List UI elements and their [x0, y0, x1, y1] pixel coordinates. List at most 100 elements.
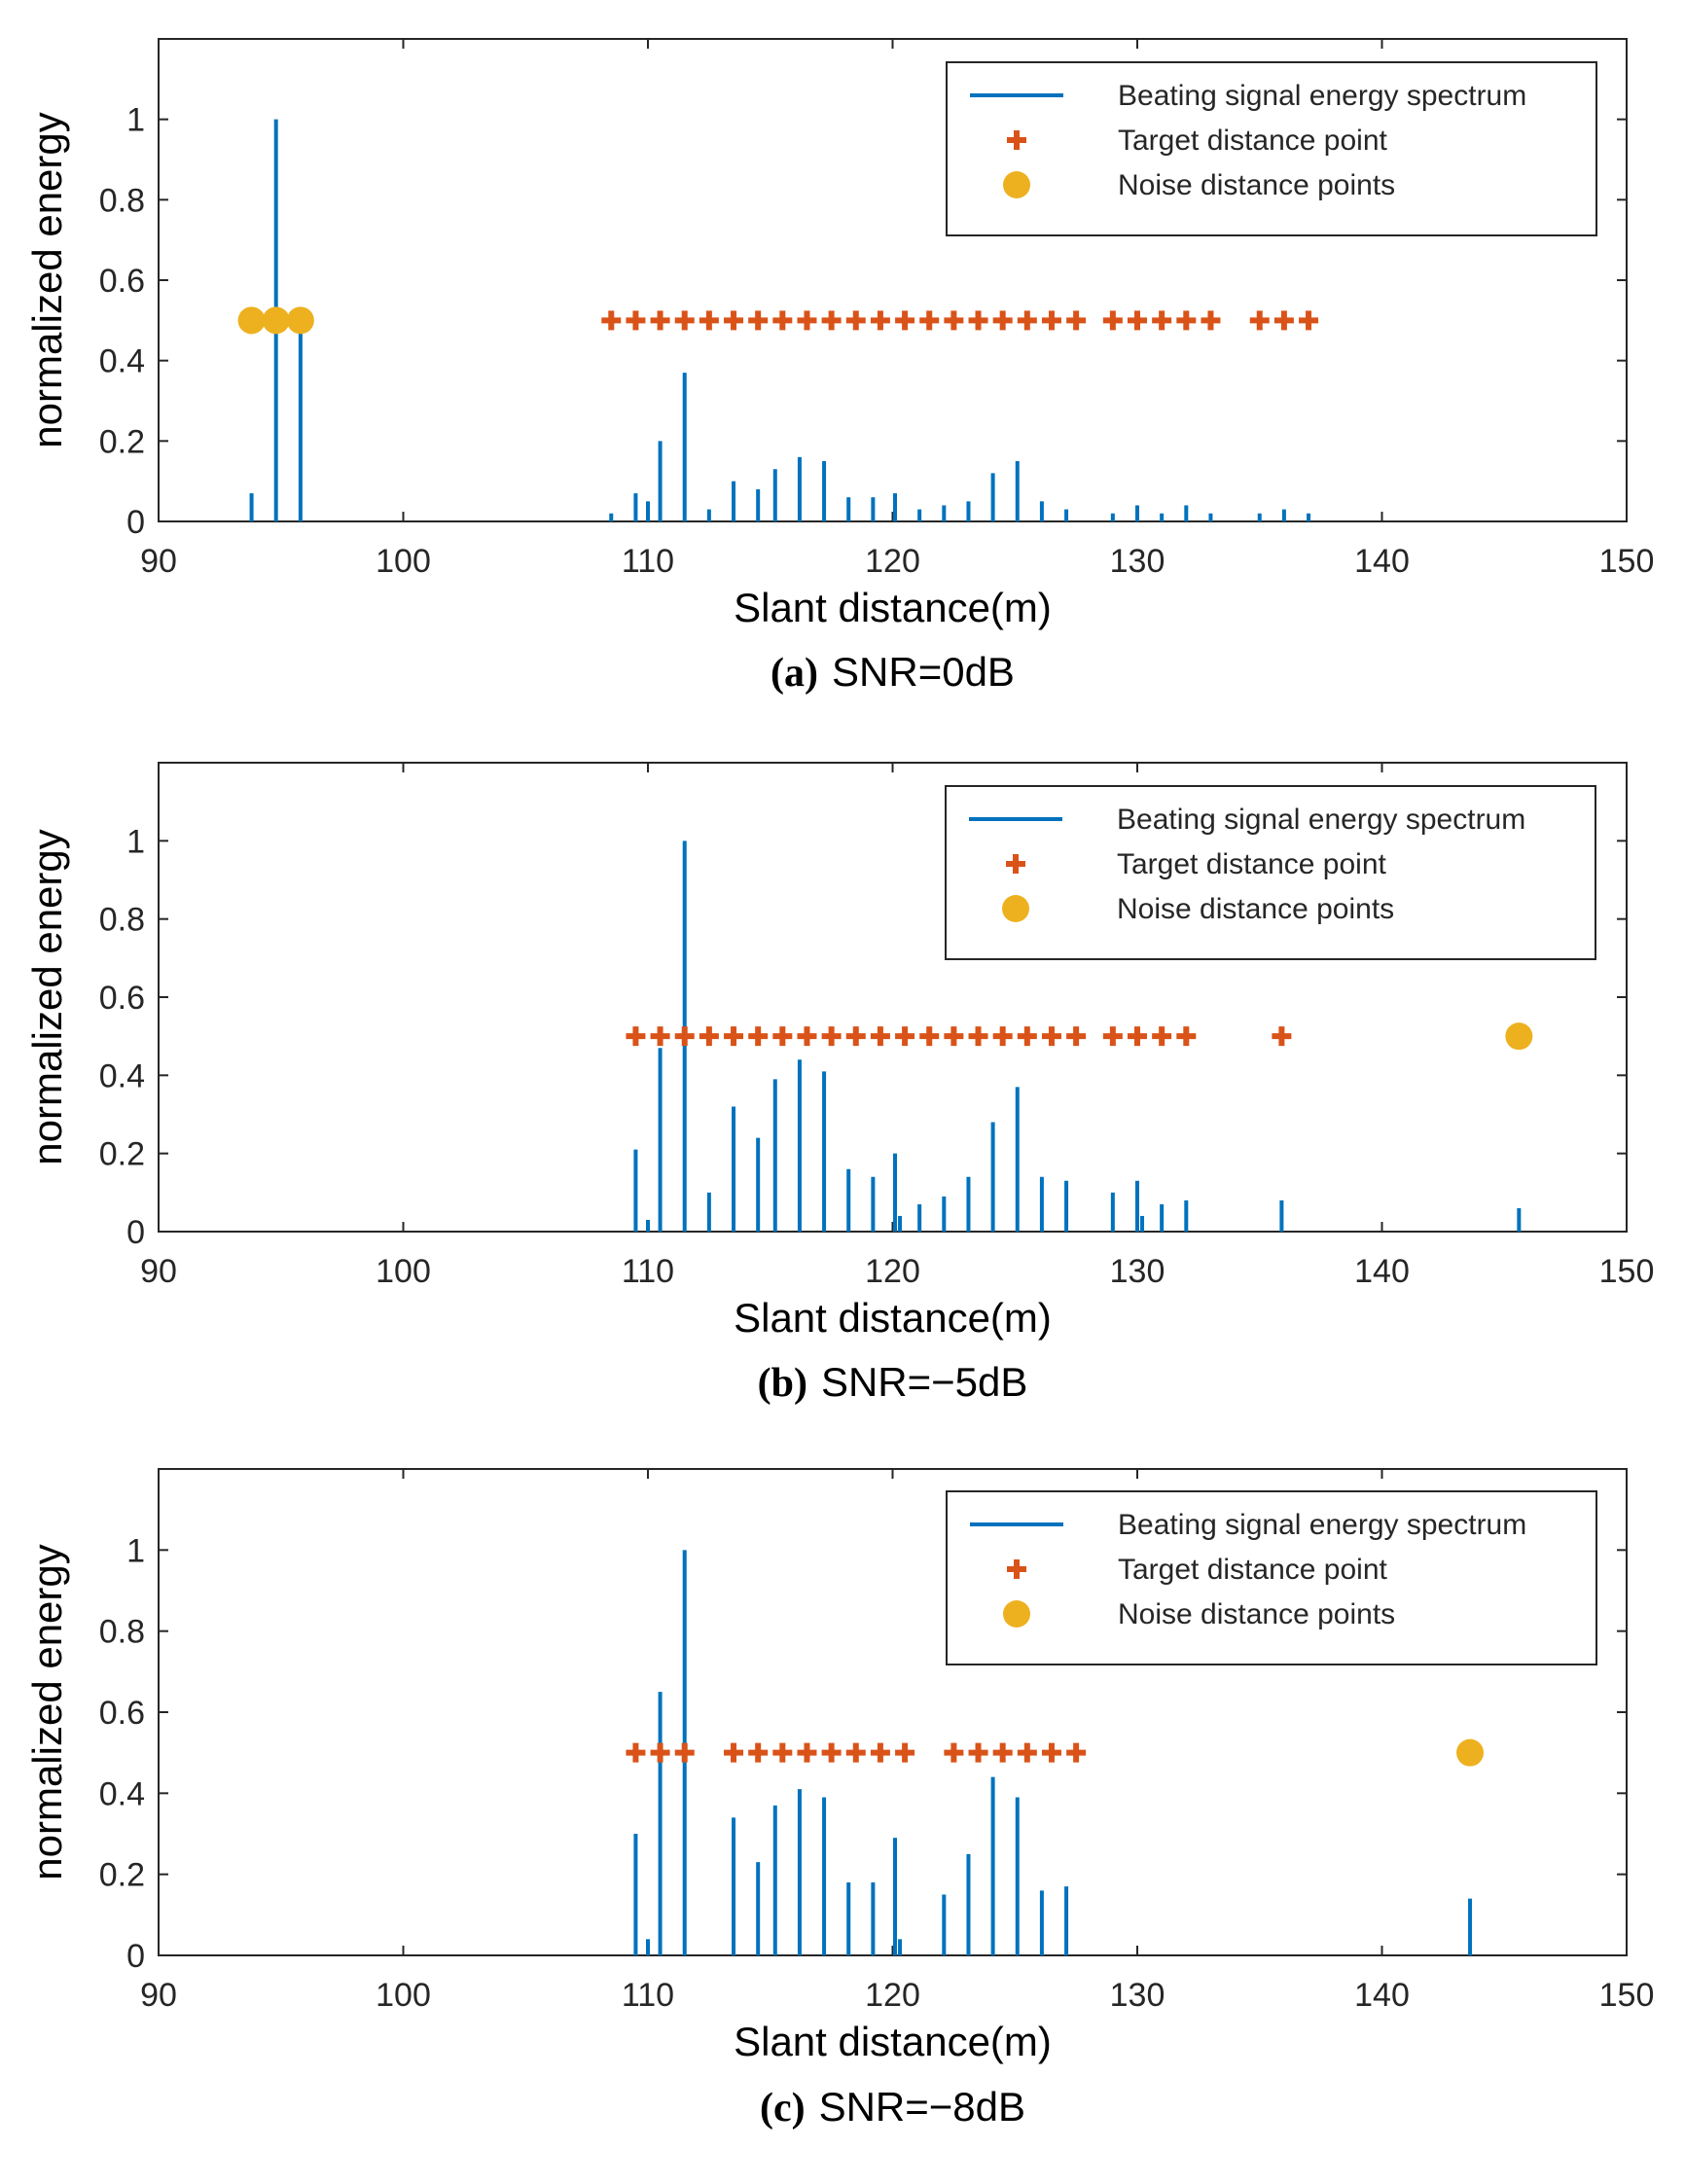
- target-point-marker: [650, 1742, 670, 1763]
- legend: Beating signal energy spectrum Target dis…: [945, 785, 1596, 960]
- target-point-marker: [870, 1026, 890, 1047]
- target-point-marker: [797, 1742, 817, 1763]
- x-tick-label: 130: [1110, 543, 1165, 580]
- target-point-marker: [797, 310, 817, 331]
- target-point-marker: [968, 1742, 988, 1763]
- x-tick-label: 100: [376, 543, 431, 580]
- legend-entry-2: Noise distance points: [1118, 169, 1395, 201]
- x-axis-label: Slant distance(m): [734, 1295, 1052, 1341]
- y-tick-label: 0.8: [99, 902, 145, 939]
- chart-panel-a: 90 100 110 120 130 140 150 0 0.2 0.4 0.6 0.8 1 Slant …: [24, 38, 1655, 696]
- target-point-marker: [650, 1026, 670, 1047]
- target-point-marker: [1176, 1026, 1197, 1047]
- target-point-marker: [1128, 1026, 1147, 1047]
- x-axis-label: Slant distance(m): [734, 2019, 1052, 2064]
- target-point-marker: [1152, 310, 1172, 331]
- legend-entry-1: Target distance point: [1118, 1554, 1388, 1586]
- target-point-marker: [1176, 310, 1197, 331]
- target-point-marker: [1102, 1026, 1123, 1047]
- y-tick-label: 0.8: [99, 1614, 145, 1651]
- target-point-marker: [674, 310, 695, 331]
- legend-target-marker: [1007, 1559, 1026, 1579]
- chart-panel-c: 90 100 110 120 130 140 150 0 0.2 0.4 0.6 0.8 1 Slant …: [24, 1468, 1654, 2130]
- x-tick-label: 100: [376, 1977, 431, 2014]
- legend-box: [946, 61, 1597, 236]
- legend-entry-0: Beating signal energy spectrum: [1117, 804, 1525, 836]
- target-point-marker: [1201, 310, 1221, 331]
- caption-text: SNR=−5dB: [821, 1359, 1027, 1405]
- x-tick-label: 140: [1354, 1977, 1410, 2014]
- y-axis-label: normalized energy: [24, 1544, 70, 1880]
- panel-caption: (b) SNR=−5dB: [758, 1359, 1028, 1406]
- target-point-marker: [772, 1742, 793, 1763]
- caption-text: SNR=0dB: [832, 649, 1015, 695]
- target-point-marker: [992, 310, 1013, 331]
- target-point-marker: [1299, 310, 1319, 331]
- target-point-marker: [895, 310, 915, 331]
- y-tick-label: 0.2: [99, 1857, 145, 1894]
- target-point-marker: [919, 1026, 940, 1047]
- target-point-marker: [845, 310, 866, 331]
- y-tick-label: 0.6: [99, 263, 145, 300]
- legend-noise-marker: [1003, 1600, 1030, 1628]
- legend-entry-0: Beating signal energy spectrum: [1118, 1509, 1526, 1541]
- legend-entry-0: Beating signal energy spectrum: [1118, 80, 1526, 112]
- legend-box: [946, 1490, 1597, 1665]
- x-tick-label: 150: [1599, 543, 1655, 580]
- target-point-marker: [992, 1026, 1013, 1047]
- legend: Beating signal energy spectrum Target dis…: [946, 61, 1597, 236]
- legend-noise-marker: [1003, 171, 1030, 198]
- target-point-marker: [797, 1026, 817, 1047]
- target-point-marker: [772, 310, 793, 331]
- target-point-marker: [845, 1026, 866, 1047]
- y-tick-label: 1: [126, 1532, 145, 1569]
- noise-point-marker: [237, 306, 266, 335]
- target-point-marker: [1152, 1026, 1172, 1047]
- target-point-marker: [1102, 310, 1123, 331]
- x-tick-label: 110: [622, 543, 674, 580]
- target-point-marker: [1041, 1026, 1061, 1047]
- target-point-marker: [674, 1742, 695, 1763]
- caption-letter: (c): [760, 2086, 806, 2130]
- target-point-marker: [1273, 310, 1294, 331]
- legend-noise-marker: [1002, 895, 1029, 922]
- x-tick-label: 120: [865, 1253, 920, 1290]
- y-tick-label: 0.2: [99, 423, 145, 460]
- noise-point-marker: [1456, 1738, 1485, 1767]
- y-axis-label: normalized energy: [24, 829, 70, 1165]
- target-point-marker: [626, 310, 646, 331]
- target-point-marker: [1041, 1742, 1061, 1763]
- x-tick-label: 90: [140, 1977, 177, 2014]
- y-tick-label: 0: [126, 1938, 145, 1975]
- target-point-marker: [944, 310, 964, 331]
- x-tick-label: 140: [1354, 1253, 1410, 1290]
- target-point-marker: [968, 310, 988, 331]
- x-tick-label: 90: [140, 543, 177, 580]
- target-point-marker: [674, 1026, 695, 1047]
- target-point-marker: [724, 1742, 744, 1763]
- legend: Beating signal energy spectrum Target dis…: [946, 1490, 1597, 1665]
- target-point-marker: [1017, 310, 1037, 331]
- target-point-marker: [1066, 1742, 1087, 1763]
- legend-target-marker: [1006, 854, 1025, 874]
- target-point-marker: [944, 1026, 964, 1047]
- noise-point-marker: [1505, 1022, 1533, 1051]
- legend-entry-1: Target distance point: [1118, 125, 1388, 157]
- legend-entry-2: Noise distance points: [1117, 893, 1394, 925]
- target-point-marker: [1017, 1026, 1037, 1047]
- target-point-marker: [724, 1026, 744, 1047]
- target-point-marker: [1066, 310, 1087, 331]
- y-tick-label: 0: [126, 1214, 145, 1251]
- target-point-marker: [1128, 310, 1147, 331]
- target-point-marker: [870, 1742, 890, 1763]
- caption-letter: (a): [771, 651, 818, 696]
- y-tick-label: 0.4: [99, 1775, 145, 1812]
- target-point-marker: [1272, 1026, 1292, 1047]
- y-tick-label: 0.6: [99, 1695, 145, 1732]
- target-point-marker: [626, 1742, 646, 1763]
- noise-point-marker: [286, 306, 314, 335]
- chart-panel-b: 90 100 110 120 130 140 150 0 0.2 0.4 0.6 0.8 1 Slant …: [24, 762, 1654, 1406]
- target-point-marker: [968, 1026, 988, 1047]
- y-tick-label: 1: [126, 102, 145, 139]
- x-tick-label: 120: [865, 1977, 920, 2014]
